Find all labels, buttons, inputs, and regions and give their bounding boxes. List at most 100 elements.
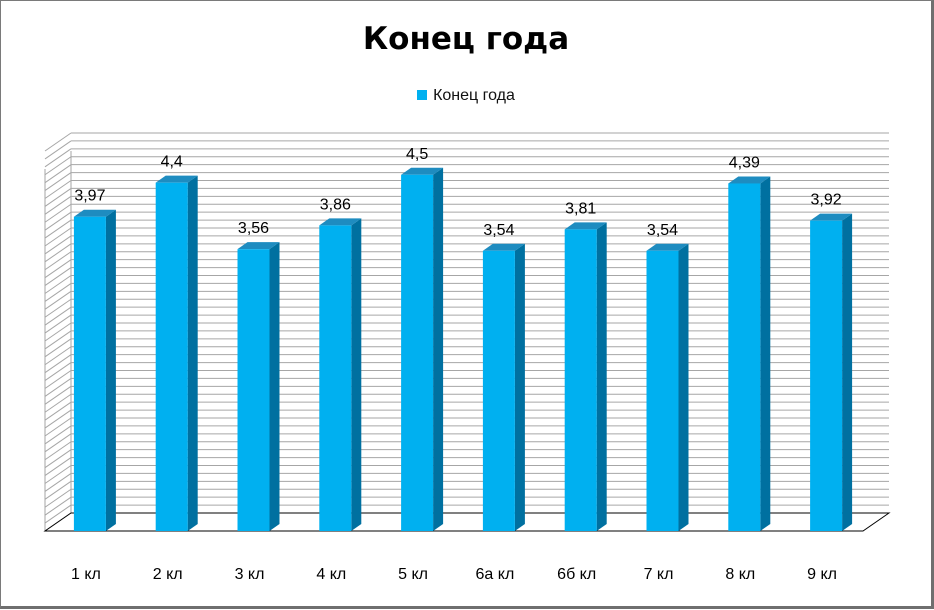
grid-line-side	[44, 465, 72, 484]
bar	[482, 250, 515, 531]
bar	[319, 225, 352, 531]
bar-top	[319, 218, 362, 226]
grid-line-side	[44, 267, 72, 286]
bar-side	[269, 242, 280, 531]
bar-top	[401, 167, 444, 175]
tick-label: 8 кл	[725, 566, 755, 583]
chart-title: Конец года	[362, 21, 570, 57]
grid-line-side	[44, 425, 72, 445]
grid-line-side	[44, 496, 72, 516]
data-label: 4,39	[729, 154, 760, 171]
grid-line-side	[44, 140, 72, 160]
grid-line-side	[44, 203, 72, 223]
grid-line-side	[44, 449, 72, 469]
grid-line-side	[44, 172, 72, 191]
tick-label: 6а кл	[476, 566, 515, 583]
bar-side	[678, 243, 689, 531]
grid-line-side	[44, 290, 72, 310]
bar	[564, 229, 597, 531]
tick-label: 5 кл	[398, 566, 428, 583]
grid-line-side	[44, 370, 72, 389]
grid-line-side	[44, 480, 72, 500]
grid-line-side	[44, 180, 72, 199]
tick-label: 3 кл	[235, 566, 265, 583]
bar	[401, 174, 434, 531]
grid-line-side	[44, 322, 72, 342]
grid-line-side	[44, 251, 72, 271]
bar-top	[73, 209, 116, 217]
data-label: 3,86	[320, 196, 351, 213]
bar-side	[842, 213, 853, 531]
bar-top	[810, 213, 853, 221]
grid-line-side	[44, 409, 72, 429]
bar	[810, 220, 843, 531]
grid-line-side	[44, 156, 72, 176]
grid-line-side	[44, 132, 72, 152]
bar-top	[564, 222, 607, 230]
bar-side	[514, 243, 525, 531]
grid-line-side	[44, 275, 72, 294]
bar-top	[728, 176, 771, 184]
data-label: 3,56	[238, 220, 269, 237]
grid-line-side	[44, 401, 72, 421]
grid-line-side	[44, 378, 72, 397]
tick-label: 7 кл	[644, 566, 674, 583]
grid-line-side	[44, 314, 72, 334]
grid-line-side	[44, 243, 72, 263]
bar-top	[155, 175, 198, 183]
data-label: 3,81	[565, 200, 596, 217]
grid-line-side	[44, 259, 72, 279]
grid-line-side	[44, 195, 72, 215]
tick-label: 4 кл	[316, 566, 346, 583]
grid-line-side	[44, 457, 72, 476]
grid-line-side	[44, 338, 72, 358]
tick-label: 1 кл	[71, 566, 101, 583]
tick-label: 6б кл	[557, 566, 596, 583]
bar-side	[433, 167, 444, 531]
grid-line-side	[44, 227, 72, 247]
grid-line-side	[44, 330, 72, 350]
grid-line-side	[44, 211, 72, 231]
data-label: 3,92	[811, 192, 842, 209]
grid-line-side	[44, 188, 72, 207]
grid-line-side	[44, 362, 72, 381]
grid-line-side	[44, 306, 72, 326]
grid-line-side	[44, 219, 72, 239]
legend-swatch	[417, 90, 428, 100]
bar-top	[482, 243, 525, 251]
grid-line-side	[44, 488, 72, 508]
bar-side	[351, 218, 362, 531]
legend-label: Конец года	[433, 87, 515, 104]
grid-line-side	[44, 385, 72, 405]
grid-line-side	[44, 441, 72, 461]
grid-line-side	[44, 148, 72, 168]
grid-line-side	[44, 235, 72, 255]
bar-top	[646, 243, 689, 251]
bar-top	[237, 242, 280, 250]
grid-line-side	[44, 283, 72, 302]
grid-line-side	[44, 164, 72, 184]
data-label: 4,4	[161, 154, 183, 171]
grid-line-side	[44, 433, 72, 453]
bar-side	[760, 176, 771, 532]
data-label: 3,54	[483, 222, 514, 239]
tick-label: 9 кл	[807, 566, 837, 583]
bar-side	[105, 209, 116, 532]
tick-label: 2 кл	[153, 566, 183, 583]
bar	[646, 250, 679, 531]
chart-legend: Конец года	[1, 87, 931, 105]
grid-line-side	[44, 393, 72, 413]
grid-line-side	[44, 346, 72, 366]
grid-line-side	[44, 504, 72, 524]
bar-side	[596, 222, 607, 531]
bar-side	[187, 175, 198, 531]
grid-line-side	[44, 354, 72, 374]
bar	[237, 249, 270, 531]
grid-line-side	[44, 417, 72, 437]
data-label: 3,54	[647, 222, 678, 239]
bar	[728, 183, 761, 532]
grid-line-side	[44, 473, 72, 492]
data-label: 3,97	[74, 188, 105, 205]
